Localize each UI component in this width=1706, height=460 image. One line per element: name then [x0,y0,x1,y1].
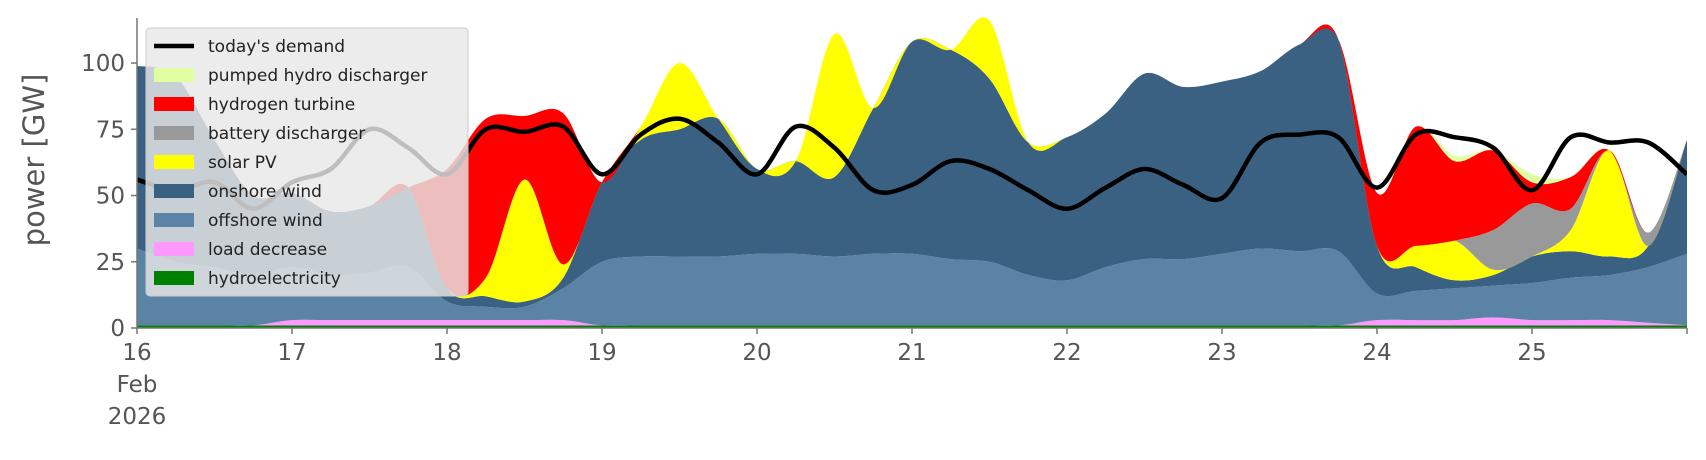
x-tick-label: 23 [1207,340,1236,366]
y-tick-label: 0 [110,316,125,342]
area-offshore-wind [137,248,1687,326]
y-tick-label: 100 [81,51,125,77]
legend-swatch [154,271,194,285]
axes: 0 25 50 75 100 16 Feb 2026 17 18 19 20 21 22 23 24 25 [81,18,1688,430]
x-tick-label: 16 [122,340,151,366]
y-tick-label: 75 [96,117,125,143]
legend-label: onshore wind [208,182,322,202]
legend-item-onshore-wind: onshore wind [154,182,322,202]
y-axis-label: power [GW] [17,74,51,247]
area-load-decrease [137,317,1687,326]
legend-item-battery-discharger: battery discharger [154,124,365,144]
legend-label: hydroelectricity [208,269,341,289]
legend-label: battery discharger [208,124,365,144]
legend-item-hydrogen-turbine: hydrogen turbine [154,95,355,115]
x-tick-label: Feb [117,372,158,398]
x-tick-label: 22 [1052,340,1081,366]
legend-label: hydrogen turbine [208,95,355,115]
legend-swatch [154,155,194,169]
legend-item-today-s-demand: today's demand [154,37,345,57]
x-tick-label: 20 [742,340,771,366]
legend-label: today's demand [208,37,345,57]
legend-swatch [154,242,194,256]
legend-label: pumped hydro discharger [208,66,427,86]
legend-label: offshore wind [208,211,323,231]
area-solar-pv [137,17,1687,303]
area-onshore-wind [137,24,1687,309]
x-tick-label: 25 [1517,340,1546,366]
legend-swatch [154,213,194,227]
legend-box [145,27,469,297]
y-tick-label: 50 [96,184,125,210]
legend: today's demand pumped hydro discharger hyd… [145,27,469,297]
x-tick-label: 17 [277,340,306,366]
legend-item-hydroelectricity: hydroelectricity [154,269,341,289]
x-tick-label: 21 [897,340,926,366]
legend-swatch [154,97,194,111]
legend-label: load decrease [208,240,327,260]
legend-item-solar-pv: solar PV [154,153,277,173]
legend-item-pumped-hydro-discharger: pumped hydro discharger [154,66,427,86]
legend-swatch [154,184,194,198]
x-tick-label: 24 [1362,340,1391,366]
x-tick-label: 2026 [108,404,167,430]
x-tick-label: 18 [432,340,461,366]
x-tick-label: 19 [587,340,616,366]
legend-item-load-decrease: load decrease [154,240,327,260]
legend-swatch [154,68,194,82]
legend-item-offshore-wind: offshore wind [154,211,323,231]
y-tick-label: 25 [96,250,125,276]
legend-label: solar PV [208,153,277,173]
legend-swatch [154,126,194,140]
